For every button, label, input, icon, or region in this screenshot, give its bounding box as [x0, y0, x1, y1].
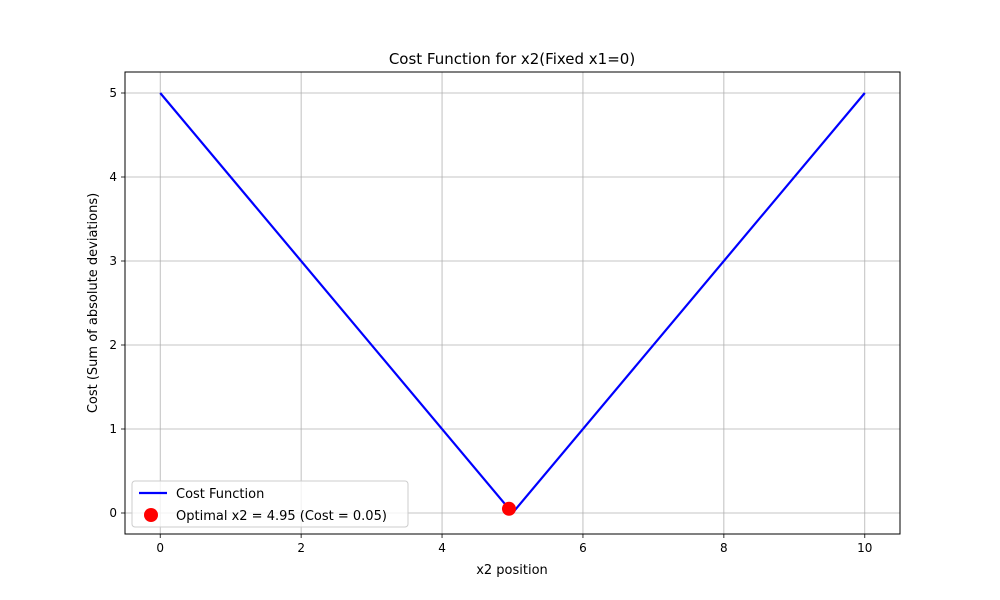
plot-frame: [124, 71, 901, 535]
x-axis-label: x2 position: [476, 563, 548, 578]
ticks: 0 2 4 6 8 10 0 1 2 3 4 5: [109, 86, 872, 555]
optimal-point: [501, 501, 516, 516]
legend-entry-optimal: Optimal x2 = 4.95 (Cost = 0.05): [176, 509, 387, 524]
x-tick-label: 0: [156, 541, 164, 555]
legend-box: [131, 480, 409, 528]
y-tick-label: 0: [109, 506, 117, 520]
plot-data: [159, 92, 866, 516]
y-tick-label: 5: [109, 86, 117, 100]
y-tick-label: 1: [109, 422, 117, 436]
x-tick-label: 2: [297, 541, 305, 555]
legend-point-marker: [144, 508, 158, 522]
grid: [125, 72, 900, 534]
x-tick-label: 4: [438, 541, 446, 555]
x-tick-label: 8: [720, 541, 728, 555]
legend-entry-cost-function: Cost Function: [176, 487, 264, 502]
y-tick-label: 2: [109, 338, 117, 352]
y-axis-label: Cost (Sum of absolute deviations): [86, 193, 101, 413]
y-tick-label: 4: [109, 170, 117, 184]
legend: Cost Function Optimal x2 = 4.95 (Cost = …: [131, 480, 409, 528]
x-tick-label: 6: [579, 541, 587, 555]
y-tick-label: 3: [109, 254, 117, 268]
chart-title: Cost Function for x2(Fixed x1=0): [389, 50, 635, 68]
x-tick-label: 10: [857, 541, 872, 555]
